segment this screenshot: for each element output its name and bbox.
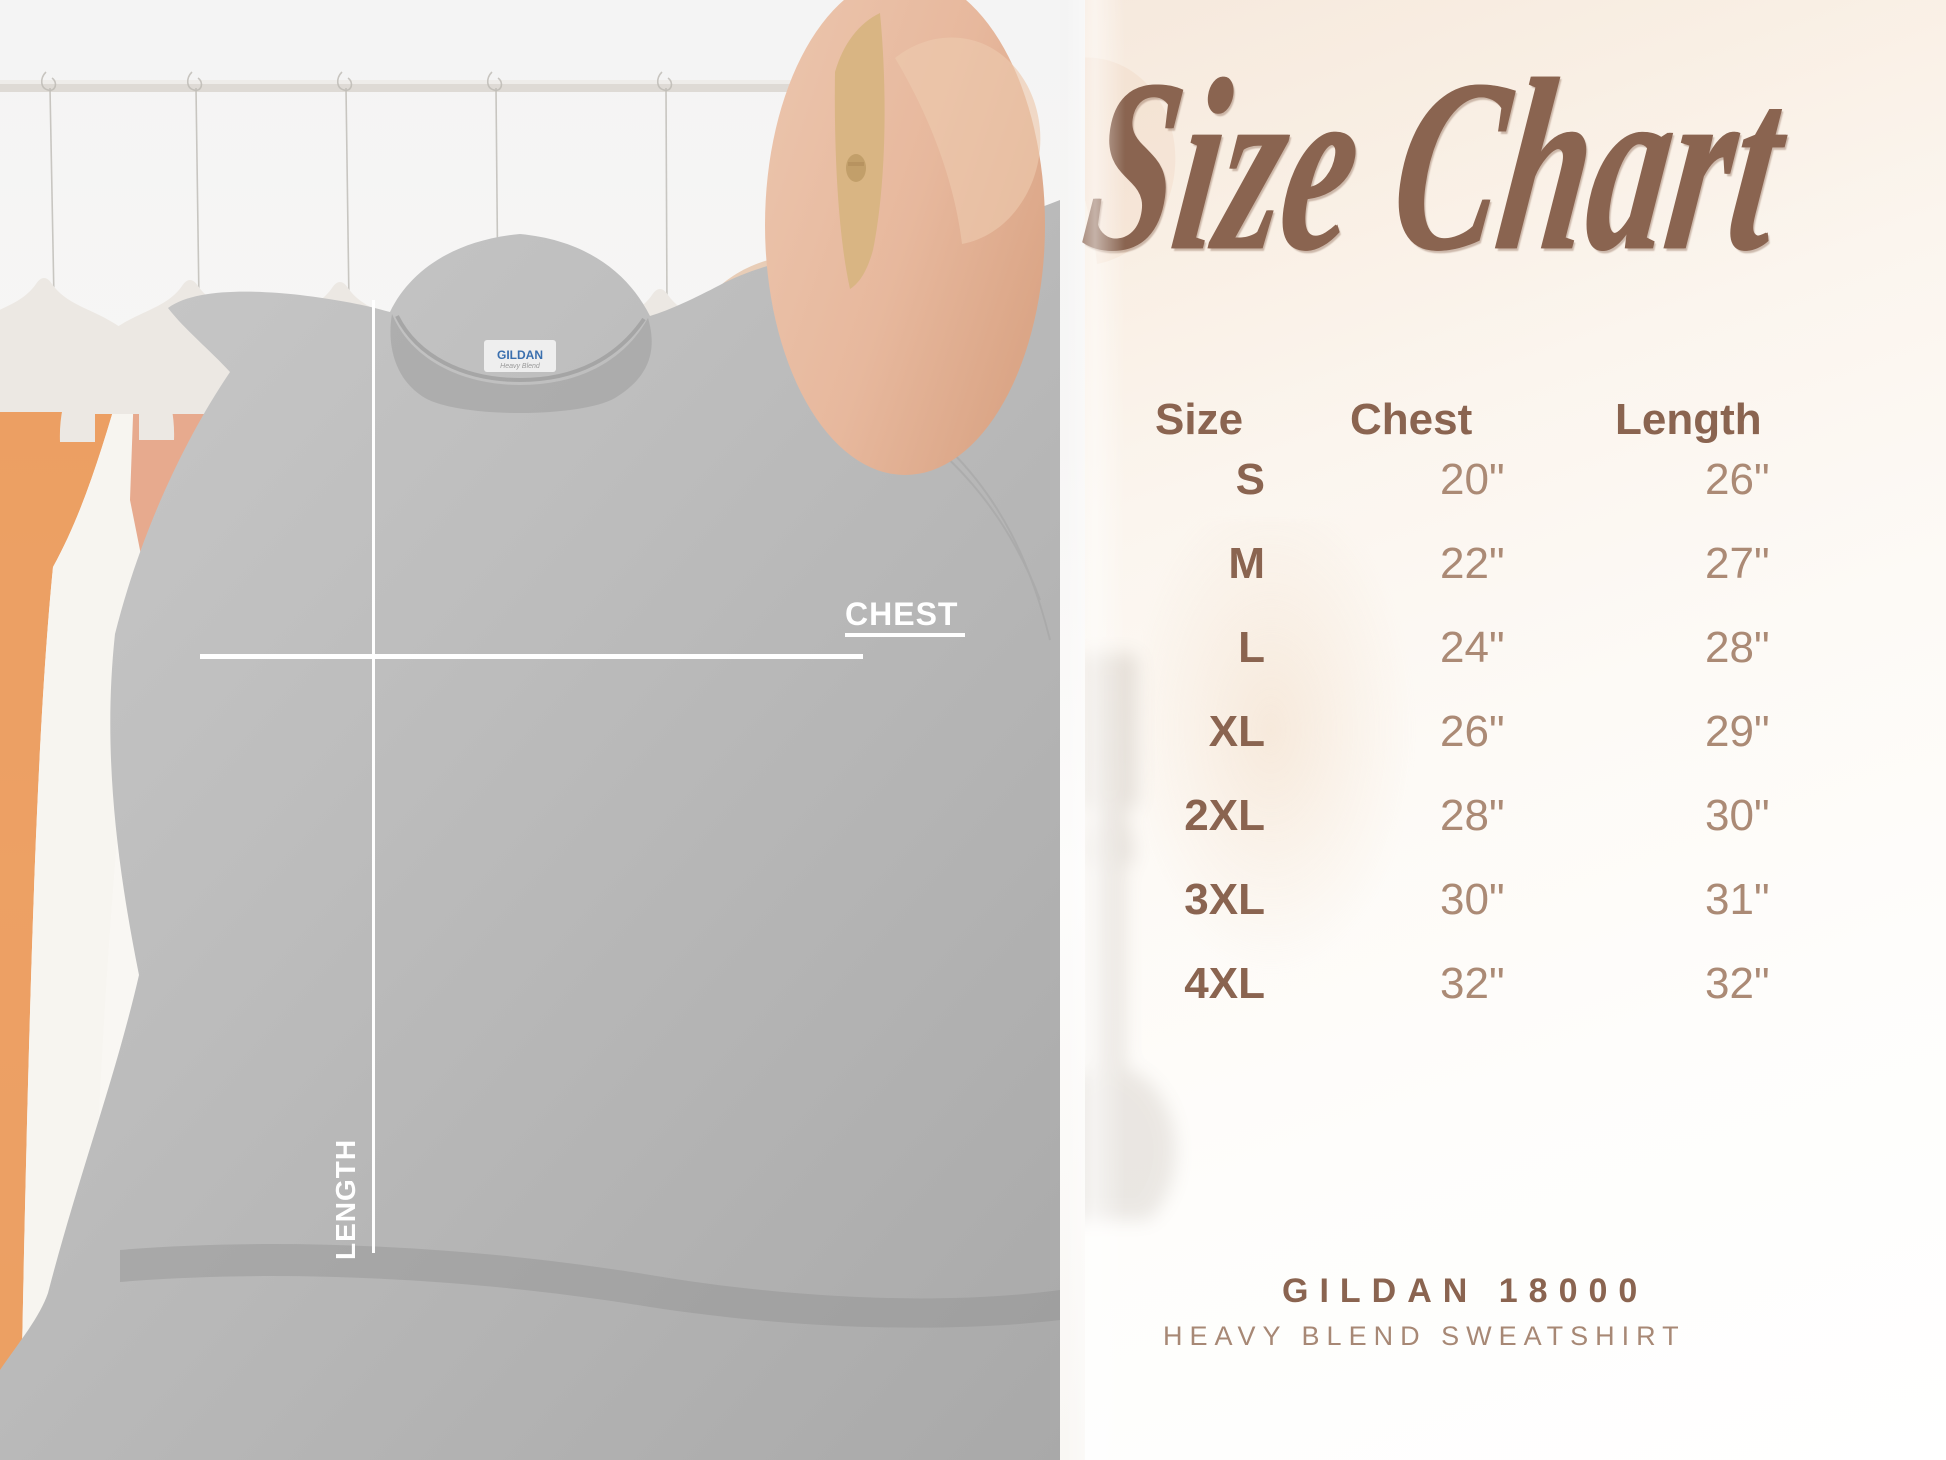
svg-text:Heavy Blend: Heavy Blend — [500, 363, 541, 370]
svg-text:GILDAN: GILDAN — [497, 348, 543, 362]
svg-text:LENGTH: LENGTH — [330, 1139, 361, 1260]
svg-text:CHEST: CHEST — [845, 596, 958, 632]
